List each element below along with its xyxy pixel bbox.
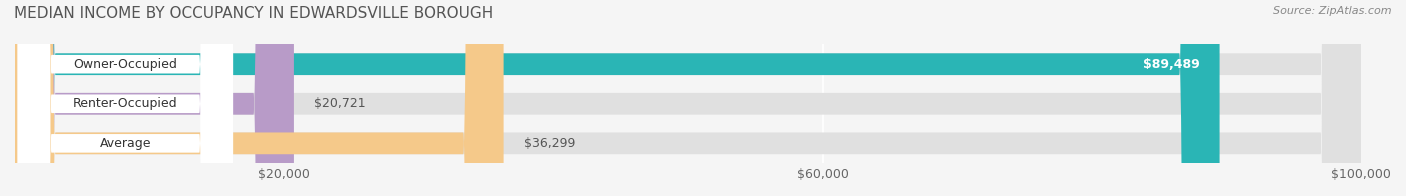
FancyBboxPatch shape bbox=[15, 0, 1219, 196]
Text: Renter-Occupied: Renter-Occupied bbox=[73, 97, 177, 110]
FancyBboxPatch shape bbox=[18, 0, 233, 196]
Text: $36,299: $36,299 bbox=[524, 137, 575, 150]
FancyBboxPatch shape bbox=[15, 0, 294, 196]
FancyBboxPatch shape bbox=[18, 0, 233, 196]
Text: $89,489: $89,489 bbox=[1143, 58, 1199, 71]
FancyBboxPatch shape bbox=[15, 0, 1361, 196]
FancyBboxPatch shape bbox=[15, 0, 1361, 196]
Text: $20,721: $20,721 bbox=[314, 97, 366, 110]
FancyBboxPatch shape bbox=[15, 0, 503, 196]
Text: MEDIAN INCOME BY OCCUPANCY IN EDWARDSVILLE BOROUGH: MEDIAN INCOME BY OCCUPANCY IN EDWARDSVIL… bbox=[14, 6, 494, 21]
FancyBboxPatch shape bbox=[15, 0, 1361, 196]
FancyBboxPatch shape bbox=[18, 0, 233, 196]
Text: Source: ZipAtlas.com: Source: ZipAtlas.com bbox=[1274, 6, 1392, 16]
Text: Average: Average bbox=[100, 137, 150, 150]
Text: Owner-Occupied: Owner-Occupied bbox=[73, 58, 177, 71]
